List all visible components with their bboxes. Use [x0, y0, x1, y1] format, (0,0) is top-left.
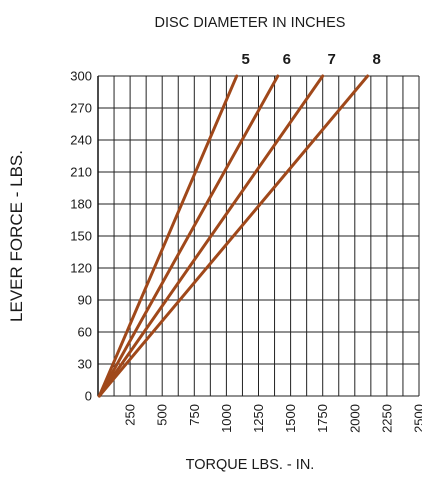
y-tick-label: 240: [70, 133, 92, 148]
series-line-5: [97, 74, 239, 398]
x-tick-label: 2500: [412, 404, 422, 433]
x-tick-label: 1250: [251, 404, 266, 433]
series-label-7: 7: [328, 51, 336, 68]
x-axis-label: TORQUE LBS. - IN.: [186, 457, 315, 473]
x-tick-label: 1000: [219, 404, 234, 433]
y-tick-label: 300: [70, 69, 92, 84]
y-tick-label: 0: [85, 389, 92, 404]
x-tick-label: 500: [155, 404, 170, 426]
series-lines: [97, 74, 370, 398]
series-line-7: [97, 74, 325, 398]
chart-title: DISC DIAMETER IN INCHES: [155, 15, 346, 31]
series-label-6: 6: [283, 51, 291, 68]
y-tick-label: 270: [70, 101, 92, 116]
y-tick-label: 210: [70, 165, 92, 180]
plot-grid: [97, 75, 420, 397]
x-tick-label: 1750: [315, 404, 330, 433]
x-tick-label: 2000: [347, 404, 362, 433]
y-tick-label: 120: [70, 261, 92, 276]
x-tick-label: 250: [123, 404, 138, 426]
y-tick-label: 150: [70, 229, 92, 244]
tick-labels: 0 30 60 90 120 150 180 210 240 270 300 250 500 750 100…: [70, 69, 422, 433]
y-tick-label: 180: [70, 197, 92, 212]
x-tick-label: 2250: [379, 404, 394, 433]
x-tick-label: 1500: [283, 404, 298, 433]
y-tick-label: 30: [78, 357, 92, 372]
y-tick-label: 90: [78, 293, 92, 308]
series-line-8: [97, 74, 370, 398]
series-line-6: [97, 74, 280, 398]
x-tick-label: 750: [187, 404, 202, 426]
series-label-5: 5: [242, 51, 250, 68]
y-axis-label: LEVER FORCE - LBS.: [7, 150, 26, 322]
y-tick-label: 60: [78, 325, 92, 340]
series-labels: 5 6 7 8: [242, 51, 381, 68]
series-label-8: 8: [372, 51, 380, 68]
